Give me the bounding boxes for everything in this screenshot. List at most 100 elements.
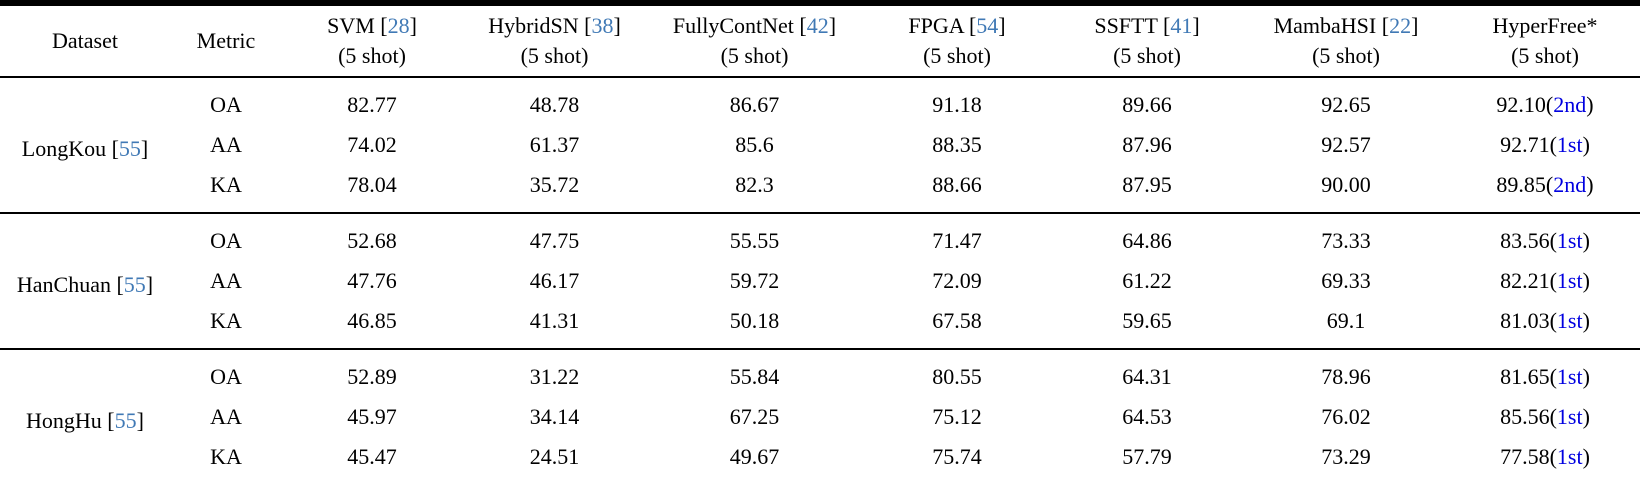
value-cell: 55.55 xyxy=(729,228,780,253)
rank-paren-open: ( xyxy=(1549,404,1557,429)
rank-paren-open: ( xyxy=(1549,268,1557,293)
value-cell: 24.51 xyxy=(529,444,580,469)
shot-label: (5 shot) xyxy=(1511,43,1579,68)
hyperfree-score: 82.21 xyxy=(1500,268,1550,293)
value-cell: 71.47 xyxy=(932,228,982,253)
group-honghu: HongHu [55] OA 52.89 31.22 55.84 80.55 6… xyxy=(0,349,1640,481)
hyperfree-value-cell: 92.71(1st) xyxy=(1450,125,1640,165)
value-cell: 76.02 xyxy=(1321,404,1371,429)
value-cell: 80.55 xyxy=(932,364,982,389)
citation-link[interactable]: 55 xyxy=(123,271,146,297)
model-name: SSFTT [41] xyxy=(1054,11,1240,41)
model-name-text: HybridSN [ xyxy=(488,13,592,38)
rank-paren-close: ) xyxy=(1582,308,1590,333)
metric-cell: AA xyxy=(210,404,242,429)
hyperfree-score: 92.71 xyxy=(1500,132,1550,157)
table-row: AA 45.97 34.14 67.25 75.12 64.53 76.02 8… xyxy=(0,397,1640,437)
hyperfree-score: 77.58 xyxy=(1500,444,1550,469)
col-header-hybridsn: HybridSN [38] (5 shot) xyxy=(462,3,647,77)
col-header-dataset: Dataset xyxy=(52,28,118,53)
shot-label: (5 shot) xyxy=(520,43,589,68)
col-header-hyperfree: HyperFree* (5 shot) xyxy=(1450,3,1640,77)
citation-link[interactable]: 38 xyxy=(591,13,614,38)
citation-link[interactable]: 28 xyxy=(387,13,410,38)
rank-paren-close: ) xyxy=(1582,268,1590,293)
table-row: HanChuan [55] OA 52.68 47.75 55.55 71.47… xyxy=(0,213,1640,297)
value-cell: 48.78 xyxy=(529,92,580,117)
hyperfree-value-cell: 89.85(2nd) xyxy=(1450,165,1640,213)
rank-paren-close: ) xyxy=(1586,172,1594,197)
citation-link[interactable]: 42 xyxy=(806,13,829,38)
value-cell: 92.65 xyxy=(1321,92,1371,117)
dataset-name: HongHu [ xyxy=(26,407,115,433)
citation-link[interactable]: 55 xyxy=(118,135,141,161)
citation-link[interactable]: 54 xyxy=(976,13,999,38)
col-header-mambahsi: MambaHSI [22] (5 shot) xyxy=(1242,3,1450,77)
value-cell: 64.31 xyxy=(1122,364,1172,389)
value-cell: 59.65 xyxy=(1122,308,1172,333)
rank-paren-open: ( xyxy=(1549,132,1557,157)
rank-badge: 1st xyxy=(1556,364,1583,389)
table-row: AA 74.02 61.37 85.6 88.35 87.96 92.57 92… xyxy=(0,125,1640,165)
value-cell: 64.53 xyxy=(1122,404,1172,429)
value-cell: 85.6 xyxy=(735,132,774,157)
citation-link[interactable]: 55 xyxy=(114,407,137,433)
value-cell: 91.18 xyxy=(932,92,982,117)
table-row: KA 45.47 24.51 49.67 75.74 57.79 73.29 7… xyxy=(0,437,1640,481)
hyperfree-score: 92.10 xyxy=(1496,92,1546,117)
shot-label: (5 shot) xyxy=(338,43,406,68)
model-name-text: SVM [ xyxy=(327,13,388,38)
col-header-fpga: FPGA [54] (5 shot) xyxy=(862,3,1052,77)
value-cell: 59.72 xyxy=(729,268,780,293)
value-cell: 92.57 xyxy=(1321,132,1371,157)
value-cell: 67.58 xyxy=(932,308,982,333)
value-cell: 88.66 xyxy=(932,172,982,197)
header-row: Dataset Metric SVM [28] (5 shot) HybridS… xyxy=(0,3,1640,77)
value-cell: 67.25 xyxy=(729,404,780,429)
hyperfree-score: 81.65 xyxy=(1500,364,1550,389)
shot-label: (5 shot) xyxy=(923,43,991,68)
value-cell: 87.95 xyxy=(1122,172,1172,197)
model-name-suffix: ] xyxy=(613,13,621,38)
model-name-suffix: ] xyxy=(828,13,837,38)
rank-paren-open: ( xyxy=(1549,364,1557,389)
value-cell: 46.85 xyxy=(347,308,397,333)
rank-paren-close: ) xyxy=(1582,444,1590,469)
rank-paren-open: ( xyxy=(1545,172,1554,197)
model-name-text: SSFTT [ xyxy=(1094,13,1171,38)
citation-link[interactable]: 41 xyxy=(1170,13,1193,38)
rank-paren-open: ( xyxy=(1549,444,1557,469)
metric-cell: KA xyxy=(210,308,242,333)
value-cell: 61.37 xyxy=(529,132,580,157)
dataset-cell: LongKou [55] xyxy=(0,77,170,213)
citation-link[interactable]: 22 xyxy=(1389,13,1412,38)
model-name-text: FullyContNet [ xyxy=(672,13,807,38)
model-name: FullyContNet [42] xyxy=(649,11,860,41)
rank-paren-open: ( xyxy=(1549,228,1557,253)
value-cell: 82.3 xyxy=(735,172,774,197)
col-header-metric: Metric xyxy=(196,28,256,53)
model-name: HybridSN [38] xyxy=(464,11,645,41)
hyperfree-value-cell: 77.58(1st) xyxy=(1450,437,1640,481)
value-cell: 75.12 xyxy=(932,404,982,429)
hyperfree-value-cell: 81.65(1st) xyxy=(1450,349,1640,397)
value-cell: 45.97 xyxy=(347,404,397,429)
value-cell: 45.47 xyxy=(347,444,397,469)
table-row: KA 78.04 35.72 82.3 88.66 87.95 90.00 89… xyxy=(0,165,1640,213)
value-cell: 78.96 xyxy=(1321,364,1371,389)
col-header-fullycontnet: FullyContNet [42] (5 shot) xyxy=(647,3,862,77)
rank-badge: 1st xyxy=(1556,268,1583,293)
value-cell: 74.02 xyxy=(347,132,397,157)
model-name-text: MambaHSI [ xyxy=(1273,13,1390,38)
value-cell: 61.22 xyxy=(1122,268,1172,293)
table-row: HongHu [55] OA 52.89 31.22 55.84 80.55 6… xyxy=(0,349,1640,433)
model-name-suffix: ] xyxy=(1192,13,1200,38)
rank-badge: 1st xyxy=(1556,132,1583,157)
model-name: HyperFree* xyxy=(1452,11,1638,41)
rank-badge: 2nd xyxy=(1553,92,1587,117)
value-cell: 87.96 xyxy=(1122,132,1172,157)
value-cell: 78.04 xyxy=(347,172,397,197)
value-cell: 75.74 xyxy=(932,444,982,469)
value-cell: 82.77 xyxy=(347,92,397,117)
